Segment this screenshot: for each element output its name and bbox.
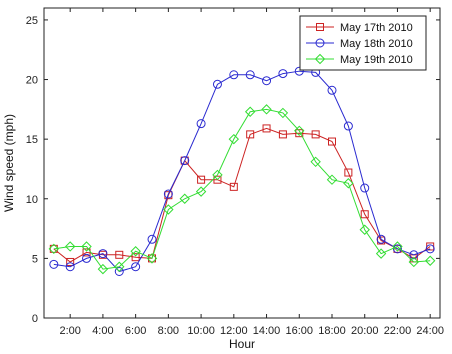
series-1-point: [213, 175, 222, 184]
x-tick-label: 6:00: [125, 325, 146, 337]
series-3-point: [114, 261, 125, 272]
x-tick-label: 24:00: [416, 325, 444, 337]
series-2-point: [409, 250, 419, 260]
series-1-point: [278, 130, 287, 139]
series-2-point: [196, 119, 206, 129]
series-3-point: [244, 106, 256, 117]
series-3-point: [424, 255, 436, 266]
series-3-point: [261, 104, 272, 115]
series-1-point: [246, 130, 255, 139]
series-2-point: [212, 79, 222, 89]
x-tick-label: 10:00: [187, 325, 215, 337]
series-3-point: [130, 246, 141, 257]
series-3-point: [179, 193, 190, 204]
series-2-point: [229, 70, 239, 80]
series-2-point: [98, 249, 108, 259]
series-2-point: [131, 262, 141, 272]
series-3-point: [326, 174, 338, 185]
series-1-point: [328, 137, 336, 146]
legend-marker-2: [315, 38, 325, 48]
legend-marker-3: [314, 53, 326, 65]
x-axis-title: Hour: [229, 337, 255, 351]
x-tick-label: 4:00: [92, 325, 113, 337]
legend-label-1: May 17th 2010: [340, 22, 413, 34]
series-2-point: [163, 189, 173, 199]
x-tick-label: 8:00: [158, 325, 179, 337]
y-tick-label: 10: [26, 194, 38, 206]
series-2-point: [376, 234, 386, 244]
series-3-point: [408, 256, 420, 268]
series-3-point: [212, 169, 223, 181]
series-line-3: [53, 108, 431, 270]
series-2-point: [278, 69, 288, 79]
series-1-point: [66, 257, 75, 266]
y-axis-title: Wind speed (mph): [2, 114, 16, 212]
series-3-point: [277, 107, 289, 119]
y-tick-label: 20: [26, 75, 38, 87]
x-tick-label: 2:00: [59, 325, 80, 337]
y-tick-label: 0: [32, 313, 38, 325]
series-3-point: [48, 243, 60, 255]
series-1-point: [131, 253, 140, 262]
y-tick-label: 15: [26, 134, 38, 146]
x-tick-label: 14:00: [253, 325, 281, 337]
series-1-point: [311, 130, 320, 139]
series-3-point: [343, 178, 354, 189]
series-2-point: [262, 76, 272, 86]
series-2-point: [49, 259, 59, 269]
series-1-point: [197, 175, 206, 184]
series-2-point: [245, 70, 255, 80]
series-3-point: [146, 253, 158, 264]
legend-label-3: May 19th 2010: [340, 54, 413, 66]
series-2-point: [327, 85, 337, 95]
series-1-point: [229, 182, 238, 191]
series-2-point: [425, 244, 435, 254]
y-tick-label: 5: [32, 253, 38, 265]
series-3-point: [195, 186, 207, 197]
series-2-point: [147, 234, 157, 244]
x-tick-label: 12:00: [220, 325, 248, 337]
series-2-point: [343, 121, 353, 131]
series-3-point: [97, 263, 109, 275]
series-3-point: [81, 241, 92, 252]
series-1-point: [295, 129, 304, 138]
series-2-point: [360, 183, 370, 193]
series-2-point: [114, 267, 124, 276]
legend-label-2: May 18th 2010: [340, 38, 413, 50]
series-1-point: [115, 250, 124, 259]
series-3-point: [228, 133, 240, 145]
series-line-1: [53, 127, 431, 263]
series-3-point: [310, 156, 321, 168]
series-3-point: [294, 125, 305, 137]
series-2-point: [294, 66, 304, 76]
series-1-point: [148, 254, 156, 263]
series-2-point: [65, 262, 75, 272]
series-3-point: [375, 248, 387, 259]
series-1-point: [344, 168, 353, 177]
series-2-point: [82, 253, 92, 263]
y-tick-label: 25: [26, 15, 38, 27]
series-1-point: [262, 124, 271, 133]
series-2-point: [392, 244, 402, 254]
series-1-point: [49, 244, 58, 253]
legend-marker-1: [316, 23, 324, 31]
series-1-point: [360, 210, 369, 219]
series-3-point: [163, 204, 174, 215]
series-3-point: [64, 241, 76, 252]
series-2-point: [180, 156, 190, 166]
series-3-point: [392, 241, 403, 252]
series-3-point: [359, 224, 370, 235]
series-1-point: [82, 248, 91, 257]
x-tick-label: 20:00: [351, 325, 379, 337]
x-tick-label: 22:00: [384, 325, 412, 337]
x-tick-label: 18:00: [318, 325, 346, 337]
x-tick-label: 16:00: [286, 325, 314, 337]
